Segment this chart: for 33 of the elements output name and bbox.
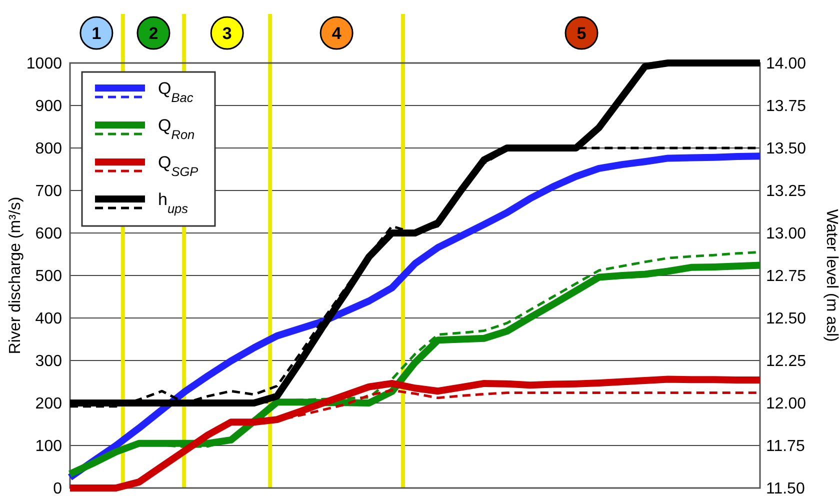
y-tick-label: 400: [35, 310, 62, 328]
numbered-circle: 2: [136, 16, 170, 50]
numbered-circle: 5: [564, 16, 598, 50]
y-tick-label: 200: [35, 396, 62, 413]
legend-label: Q$_{Ron}$: [158, 116, 195, 142]
numbered-circle: 1: [80, 16, 114, 50]
legend-label: Q$_{SGP}$: [158, 153, 199, 178]
y-tick-label: 500: [35, 268, 62, 286]
y2-tick-label: 12.25: [766, 353, 806, 370]
y2-tick-label: 12.00: [766, 396, 806, 413]
y-tick-label: 100: [35, 438, 62, 456]
y-tick-label: 0: [53, 480, 62, 496]
y-tick-label: 1000: [26, 56, 62, 73]
numbered-circle: 3: [210, 16, 244, 50]
y-tick-label: 800: [35, 140, 62, 158]
y2-tick-label: 11.50: [766, 480, 805, 496]
y2-tick-label: 13.50: [766, 140, 806, 158]
y2-tick-label: 13.75: [766, 98, 806, 116]
y-tick-label: 900: [35, 98, 62, 116]
y2-tick-label: 12.50: [766, 310, 806, 328]
y2-tick-label: 12.75: [766, 268, 806, 286]
y2-tick-label: 14.00: [766, 56, 806, 73]
y-axis-title: River discharge (m³/s): [7, 196, 24, 354]
y2-tick-label: 13.00: [766, 226, 806, 243]
y-tick-label: 700: [35, 183, 62, 200]
legend-label: h$_{ups}$: [158, 190, 189, 216]
y2-tick-label: 13.25: [766, 183, 806, 200]
y2-axis-title: Water level (m asl): [823, 209, 839, 342]
numbered-circle: 4: [320, 16, 354, 50]
legend-label: Q$_{Bac}$: [158, 79, 194, 104]
y-tick-label: 600: [35, 226, 62, 243]
y-tick-label: 300: [35, 353, 62, 370]
y2-tick-label: 11.75: [766, 438, 805, 456]
